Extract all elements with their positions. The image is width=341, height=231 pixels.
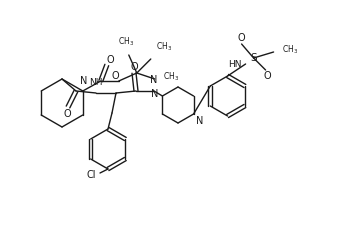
- Text: O: O: [130, 62, 138, 72]
- Text: S: S: [250, 53, 257, 63]
- Text: N: N: [196, 116, 203, 126]
- Text: NH: NH: [89, 78, 103, 87]
- Text: O: O: [107, 55, 115, 65]
- Text: O: O: [63, 109, 71, 119]
- Text: HN: HN: [228, 60, 242, 69]
- Text: CH$_3$: CH$_3$: [118, 36, 134, 48]
- Text: N: N: [150, 75, 158, 85]
- Text: O: O: [264, 71, 271, 81]
- Text: N: N: [151, 89, 159, 99]
- Text: Cl: Cl: [87, 170, 96, 180]
- Text: O: O: [112, 71, 120, 81]
- Text: O: O: [238, 33, 246, 43]
- Text: CH$_3$: CH$_3$: [163, 71, 179, 83]
- Text: CH$_3$: CH$_3$: [282, 44, 298, 56]
- Text: N: N: [80, 76, 88, 86]
- Text: CH$_3$: CH$_3$: [156, 40, 172, 53]
